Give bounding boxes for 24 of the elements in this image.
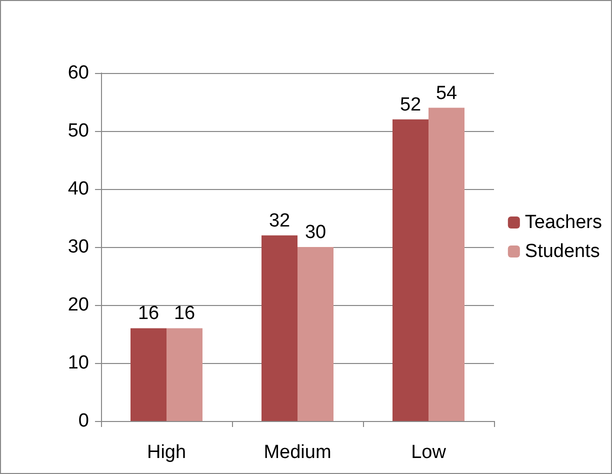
x-tick-label: Low bbox=[411, 442, 446, 463]
y-tick-label: 0 bbox=[78, 410, 89, 432]
data-label: 30 bbox=[304, 222, 326, 243]
y-tick-label: 40 bbox=[68, 178, 89, 200]
bar bbox=[166, 328, 202, 421]
bar bbox=[298, 247, 334, 421]
x-tick-label: High bbox=[146, 442, 186, 463]
x-tick-label: Medium bbox=[264, 442, 332, 463]
bar bbox=[392, 119, 428, 421]
y-tick-label: 30 bbox=[68, 236, 89, 258]
y-tick-label: 50 bbox=[68, 120, 89, 142]
legend-label: Teachers bbox=[524, 212, 602, 233]
data-label: 32 bbox=[268, 210, 290, 232]
data-label: 16 bbox=[138, 303, 160, 324]
data-label: 54 bbox=[436, 82, 458, 104]
y-tick-label: 10 bbox=[68, 352, 89, 374]
data-label: 52 bbox=[400, 94, 422, 116]
legend-label: Students bbox=[524, 241, 600, 262]
bar bbox=[130, 328, 166, 421]
bar bbox=[262, 235, 298, 421]
y-tick-label: 60 bbox=[68, 62, 89, 84]
y-tick-label: 20 bbox=[68, 294, 89, 316]
bar bbox=[428, 108, 464, 421]
data-label: 16 bbox=[174, 303, 196, 324]
